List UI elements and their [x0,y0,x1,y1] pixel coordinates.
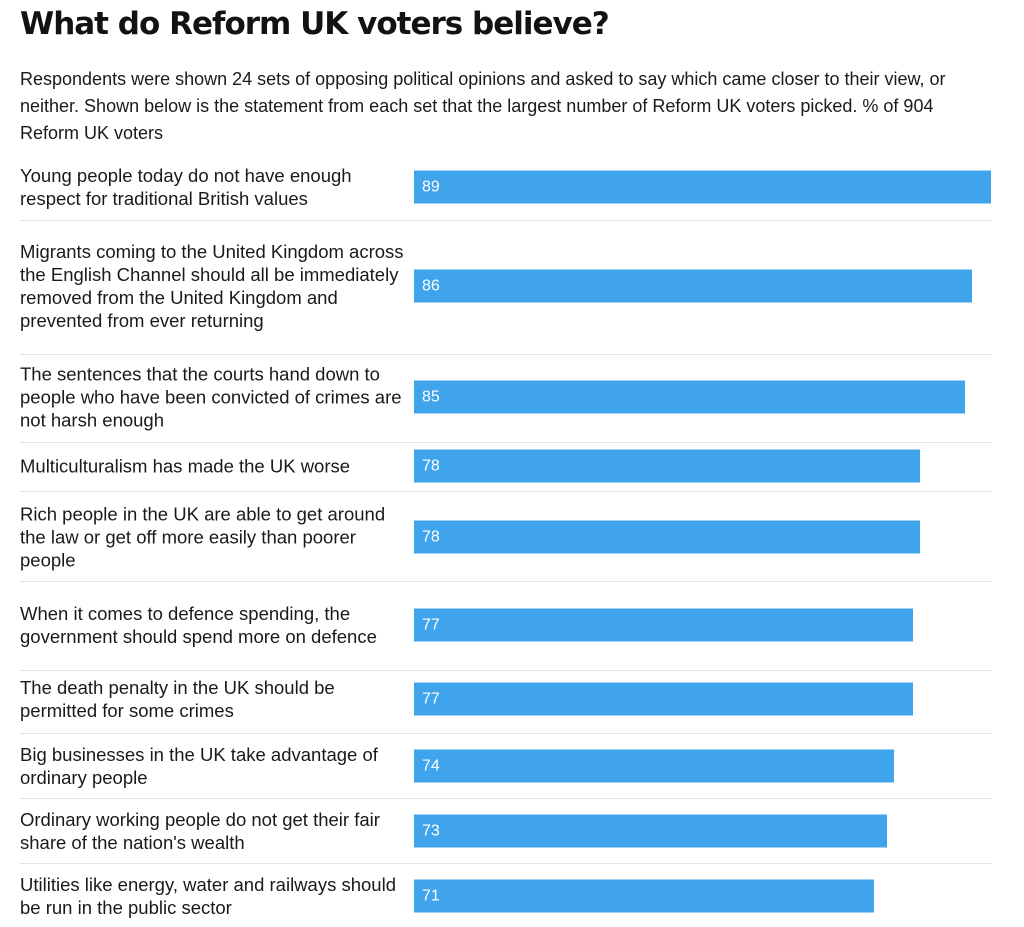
row-separator [20,442,992,443]
category-label: Big businesses in the UK take advantage … [20,744,378,788]
bar-value-label: 73 [422,822,440,840]
bar: 77 [414,682,913,716]
category-label: Multiculturalism has made the UK worse [20,455,351,477]
bar-value-label: 77 [422,690,440,708]
bar: 71 [414,879,874,913]
row-separator [20,581,992,582]
bar: 78 [414,520,920,554]
bar-value-label: 89 [422,178,440,196]
row-separator [20,863,992,864]
bar: 74 [414,749,894,783]
bar: 85 [414,380,965,414]
bar-value-label: 71 [422,887,440,905]
category-label: The sentences that the courts hand down … [20,363,402,431]
bar-value-label: 78 [422,528,440,546]
chart-title: What do Reform UK voters believe? [20,6,610,42]
row-separator [20,733,992,734]
row-separator [20,491,992,492]
category-label: Rich people in the UK are able to get ar… [20,503,386,571]
bar-value-label: 78 [422,457,440,475]
category-label: The death penalty in the UK should be pe… [20,677,335,721]
category-label: Utilities like energy, water and railway… [20,874,396,918]
category-label: Young people today do not have enough re… [20,165,352,209]
bar-value-label: 74 [422,757,440,775]
bar-value-label: 86 [422,277,440,295]
bar: 77 [414,608,913,642]
category-label: Migrants coming to the United Kingdom ac… [20,241,404,331]
bar: 73 [414,814,887,848]
row-separator [20,220,992,221]
bar: 86 [414,269,972,303]
category-label: Ordinary working people do not get their… [20,809,380,853]
row-separator [20,354,992,355]
row-separator [20,798,992,799]
row-separator [20,670,992,671]
chart-subtitle: Respondents were shown 24 sets of opposi… [20,69,946,143]
category-label: When it comes to defence spending, the g… [20,603,377,647]
bar-value-label: 77 [422,616,440,634]
bar: 78 [414,449,920,483]
bar-value-label: 85 [422,388,440,406]
bar: 89 [414,170,991,204]
